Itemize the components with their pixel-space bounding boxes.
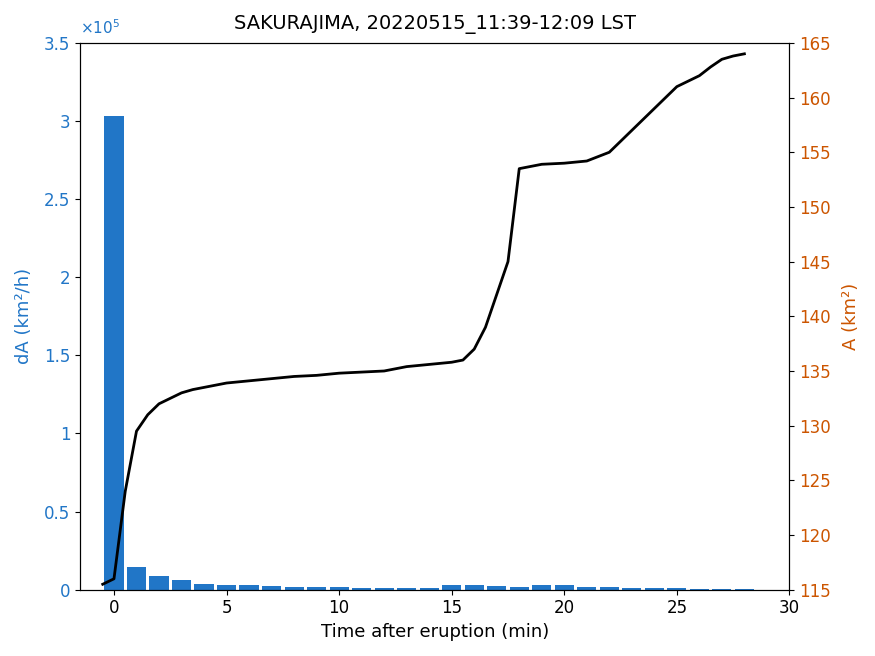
Bar <box>374 588 394 590</box>
Title: SAKURAJIMA, 20220515_11:39-12:09 LST: SAKURAJIMA, 20220515_11:39-12:09 LST <box>234 15 636 34</box>
Bar <box>487 586 507 590</box>
Bar <box>599 587 619 590</box>
Bar <box>555 585 574 590</box>
Bar <box>622 588 641 590</box>
Bar <box>127 567 146 590</box>
Bar <box>172 579 191 590</box>
Bar <box>532 584 551 590</box>
Bar <box>217 584 236 590</box>
Bar <box>442 584 461 590</box>
Bar <box>240 585 259 590</box>
Bar <box>284 586 304 590</box>
Y-axis label: A (km²): A (km²) <box>842 283 860 350</box>
Bar <box>509 586 528 590</box>
Bar <box>262 586 281 590</box>
Bar <box>420 588 438 590</box>
Text: $\times10^5$: $\times10^5$ <box>80 19 120 37</box>
Bar <box>352 588 371 590</box>
Y-axis label: dA (km²/h): dA (km²/h) <box>15 268 33 364</box>
Bar <box>690 589 709 590</box>
Bar <box>645 588 664 590</box>
Bar <box>465 585 484 590</box>
Bar <box>104 116 123 590</box>
Bar <box>307 587 326 590</box>
X-axis label: Time after eruption (min): Time after eruption (min) <box>321 623 549 641</box>
Bar <box>397 588 416 590</box>
Bar <box>330 587 349 590</box>
Bar <box>194 584 214 590</box>
Bar <box>578 586 597 590</box>
Bar <box>668 588 686 590</box>
Bar <box>150 577 169 590</box>
